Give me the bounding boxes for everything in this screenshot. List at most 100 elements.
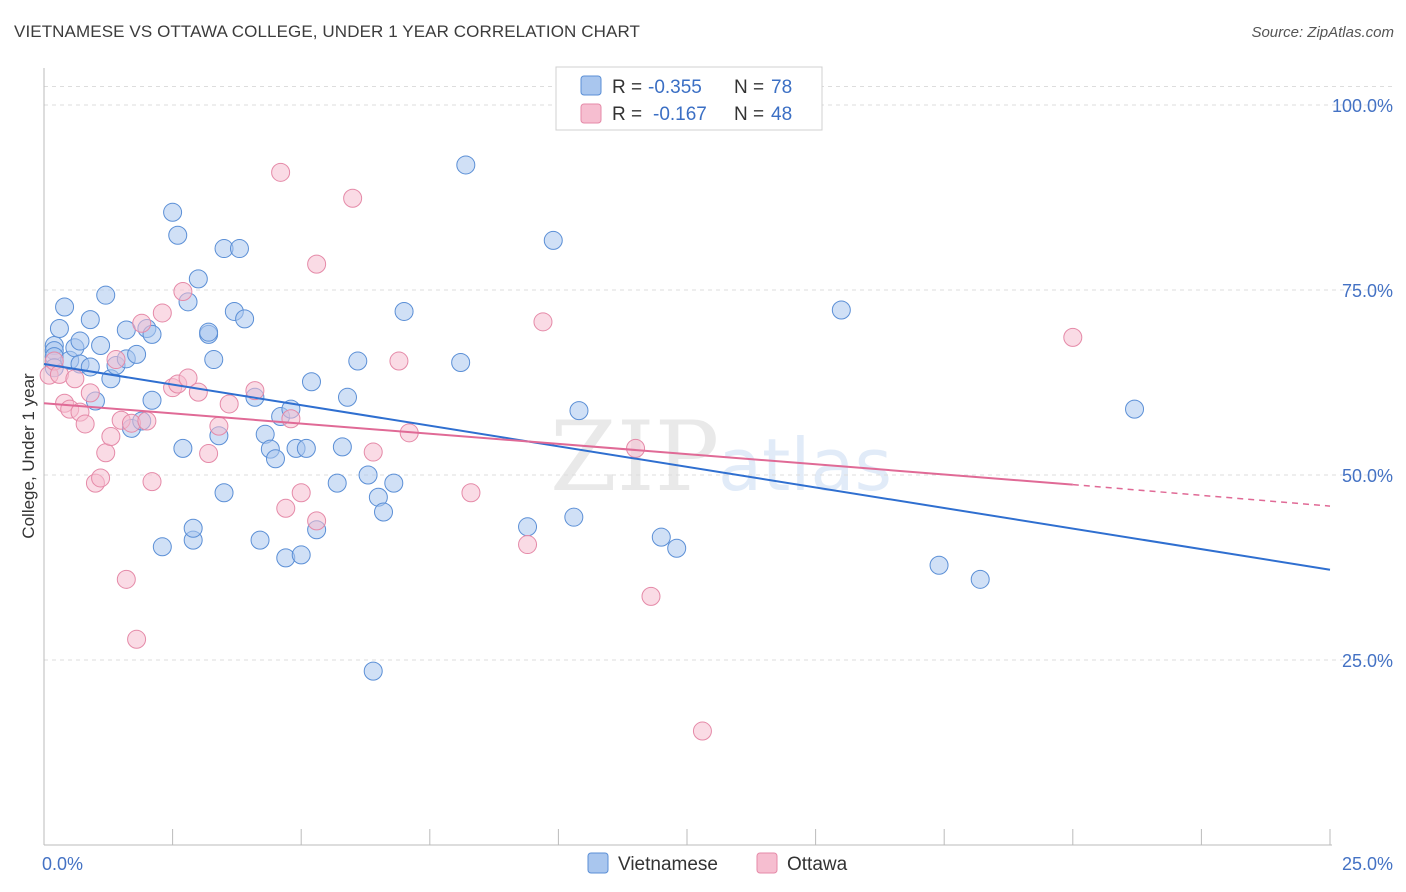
ottawa-point-30	[245, 381, 265, 401]
vietnamese-point-20	[127, 344, 147, 364]
vietnamese-point-24	[142, 390, 162, 410]
vietnamese-point-69	[564, 507, 584, 527]
ottawa-point-33	[281, 409, 301, 429]
ottawa-point-32	[276, 498, 296, 518]
vietnamese-point-67	[518, 517, 538, 537]
vietnamese-point-11	[80, 310, 100, 330]
vietnamese-point-41	[235, 309, 255, 329]
x-tick-label-min: 0.0%	[42, 854, 83, 874]
vietnamese-point-68	[543, 230, 563, 250]
vietnamese-point-58	[348, 351, 368, 371]
legend-r-label-ottawa: R =	[612, 104, 642, 125]
vietnamese-point-5	[55, 297, 75, 317]
series-ottawa	[39, 162, 1083, 741]
ottawa-point-47	[1063, 327, 1083, 347]
ottawa-point-7	[75, 414, 95, 434]
vietnamese-point-34	[199, 322, 219, 342]
x-tick-label-max: 25.0%	[1342, 854, 1393, 874]
vietnamese-point-65	[451, 353, 471, 373]
vietnamese-point-52	[296, 438, 316, 458]
vietnamese-point-57	[337, 387, 357, 407]
ottawa-point-20	[142, 472, 162, 492]
ottawa-point-46	[692, 721, 712, 741]
grid-lines	[44, 86, 1393, 661]
vietnamese-point-62	[374, 502, 394, 522]
ottawa-point-38	[363, 442, 383, 462]
vietnamese-point-35	[204, 350, 224, 370]
ottawa-point-11	[96, 443, 116, 463]
legend-r-label-vietnamese: R =	[612, 77, 642, 98]
vietnamese-point-64	[394, 301, 414, 321]
ottawa-point-13	[106, 350, 126, 370]
vietnamese-point-59	[358, 465, 378, 485]
vietnamese-point-13	[91, 336, 111, 355]
legend-swatch-vietnamese	[580, 75, 602, 96]
ottawa-point-45	[641, 586, 661, 606]
y-tick-labels: 25.0% 50.0% 75.0% 100.0%	[1332, 96, 1393, 671]
vietnamese-point-71	[651, 527, 671, 547]
vietnamese-point-76	[1125, 399, 1145, 419]
vietnamese-point-40	[229, 239, 249, 259]
vietnamese-point-46	[265, 449, 285, 469]
vietnamese-point-9	[70, 331, 90, 351]
vietnamese-point-51	[291, 545, 311, 565]
ottawa-point-44	[626, 438, 646, 458]
ottawa-point-21	[152, 303, 172, 323]
vietnamese-point-48	[276, 548, 296, 568]
ottawa-point-26	[188, 382, 208, 402]
vietnamese-point-60	[363, 661, 383, 681]
ottawa-point-29	[219, 394, 239, 414]
vietnamese-point-31	[183, 518, 203, 538]
vietnamese-point-43	[250, 530, 270, 550]
ottawa-point-41	[461, 483, 481, 503]
ottawa-point-36	[307, 254, 327, 274]
trend-line-vietnamese	[43, 363, 1331, 571]
legend-r-value-vietnamese: -0.355	[648, 77, 702, 98]
ottawa-point-19	[137, 411, 157, 431]
watermark: ZIP atlas	[550, 401, 892, 513]
chart-title: VIETNAMESE VS OTTAWA COLLEGE, UNDER 1 YE…	[14, 22, 640, 41]
ottawa-point-10	[91, 468, 111, 488]
legend-r-value-ottawa: -0.167	[653, 104, 707, 125]
vietnamese-point-70	[569, 401, 589, 421]
bottom-legend: Vietnamese Ottawa	[587, 852, 848, 875]
y-axis-label: College, Under 1 year	[19, 373, 38, 539]
ottawa-point-39	[389, 351, 409, 371]
bottom-legend-swatch-ottawa	[756, 852, 778, 874]
ottawa-point-5	[65, 369, 85, 389]
trend-line-ottawa	[43, 402, 1073, 486]
vietnamese-point-14	[96, 285, 116, 305]
vietnamese-point-32	[188, 269, 208, 289]
bottom-legend-label-vietnamese: Vietnamese	[618, 854, 718, 875]
vietnamese-point-27	[168, 225, 188, 245]
ottawa-point-12	[101, 427, 121, 447]
source-label: Source: ZipAtlas.com	[1251, 24, 1394, 41]
vietnamese-point-66	[456, 155, 476, 175]
vietnamese-point-75	[970, 569, 990, 589]
ottawa-point-37	[343, 188, 363, 208]
vietnamese-point-37	[214, 483, 234, 503]
vietnamese-point-53	[301, 372, 321, 392]
vietnamese-point-63	[384, 473, 404, 493]
bottom-legend-swatch-vietnamese	[587, 852, 609, 874]
legend-n-label-vietnamese: N =	[734, 77, 764, 98]
vietnamese-point-72	[667, 538, 687, 558]
ottawa-point-18	[132, 313, 152, 333]
legend: R = -0.355 N = 78 R = -0.167 N = 48	[555, 66, 823, 131]
bottom-legend-label-ottawa: Ottawa	[787, 854, 848, 875]
vietnamese-point-74	[929, 555, 949, 575]
vietnamese-point-56	[332, 437, 352, 457]
vietnamese-point-55	[327, 473, 347, 493]
ottawa-point-24	[173, 281, 193, 301]
vietnamese-point-26	[163, 202, 183, 222]
vietnamese-point-25	[152, 537, 172, 557]
y-tick-label-50: 50.0%	[1342, 466, 1393, 486]
ottawa-point-31	[271, 162, 291, 182]
trend-line-ottawa-extension	[1072, 483, 1331, 507]
y-tick-label-75: 75.0%	[1342, 281, 1393, 301]
ottawa-point-17	[127, 629, 147, 649]
ottawa-point-28	[209, 416, 229, 436]
ottawa-point-8	[80, 383, 100, 403]
vietnamese-point-73	[831, 300, 851, 320]
